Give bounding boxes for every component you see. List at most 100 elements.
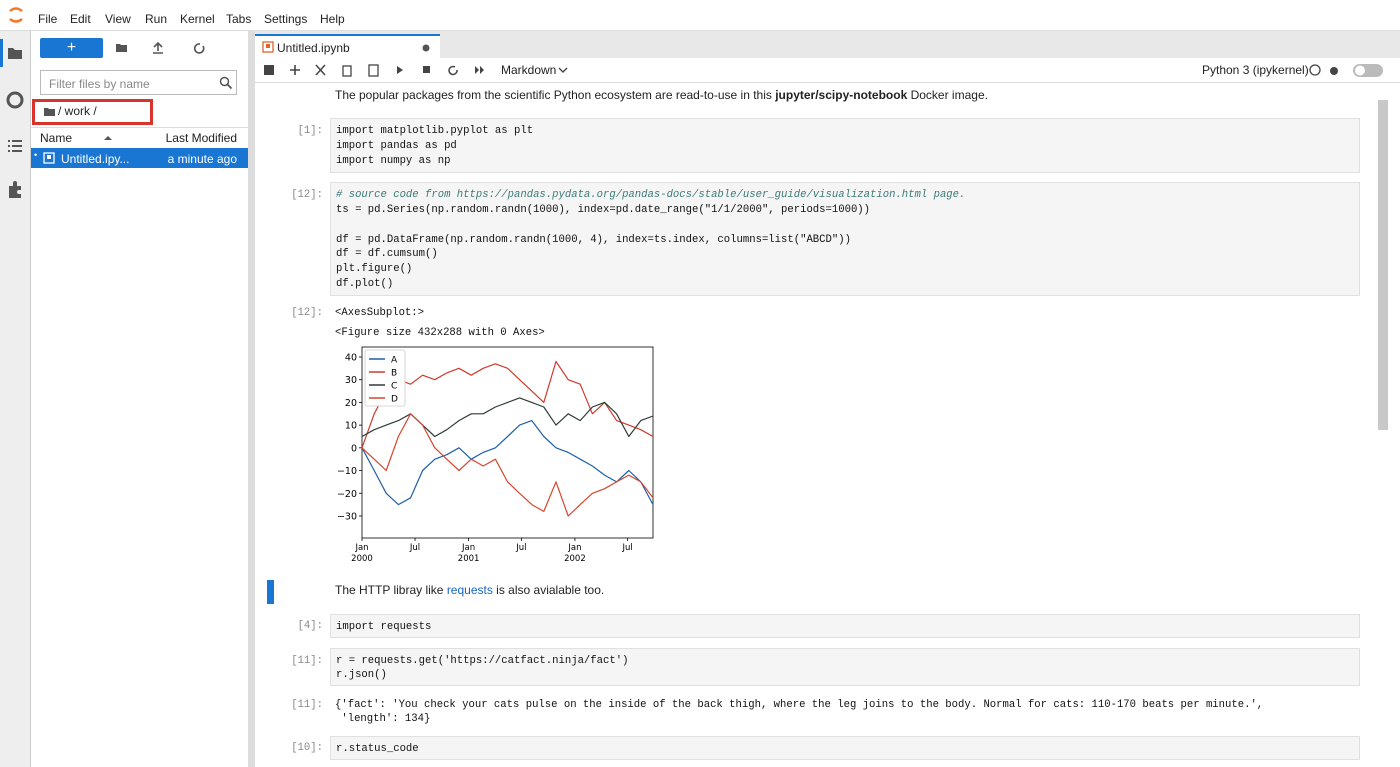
plot-area [361, 346, 654, 539]
code-cell[interactable]: r = requests.get('https://catfact.ninja/… [330, 648, 1360, 686]
code-comment: # source code from https://pandas.pydata… [336, 189, 966, 201]
activity-bar [0, 31, 31, 767]
code-line: r = requests.get('https://catfact.ninja/… [336, 655, 629, 667]
menu-item[interactable]: View [105, 12, 131, 26]
sort-icon [104, 136, 112, 140]
column-header[interactable]: Name [40, 131, 73, 145]
x-tick-sublabel: 2002 [564, 554, 586, 564]
menu-bar: File Edit View Run Kernel Tabs Settings … [0, 0, 1400, 31]
restart-icon[interactable] [448, 65, 458, 76]
output-line: <Figure size 432x288 with 0 Axes> [335, 327, 545, 339]
file-browser: + Filter files by name / work / Name Las… [31, 31, 248, 767]
save-icon[interactable] [264, 65, 274, 75]
text: is also avialable too. [492, 583, 605, 597]
code-line: import matplotlib.pyplot as plt [336, 125, 534, 137]
file-modified: a minute ago [167, 152, 237, 166]
legend-label: C [391, 382, 397, 392]
legend-box [364, 349, 406, 407]
file-name: Untitled.ipy... [61, 152, 130, 166]
menu-item[interactable]: File [38, 12, 58, 26]
legend-label: D [391, 395, 398, 405]
new-launcher-button[interactable]: + [40, 38, 103, 58]
refresh-icon[interactable] [193, 43, 205, 54]
code-cell[interactable]: import requests [330, 614, 1360, 638]
menu-item[interactable]: Help [320, 12, 345, 26]
tab-bar: Untitled.ipynb [255, 31, 1400, 58]
output-prompt: [12]: [291, 307, 323, 319]
code-line: df = df.cumsum() [336, 248, 438, 260]
code-line: import requests [336, 621, 432, 633]
code-cell[interactable]: # source code from https://pandas.pydata… [330, 182, 1360, 296]
prompt: [12]: [291, 189, 323, 201]
menu-item[interactable]: Edit [70, 12, 91, 26]
menu-item[interactable]: Tabs [226, 12, 252, 26]
cell-type-select[interactable]: Markdown [501, 63, 557, 77]
filter-input[interactable]: Filter files by name [40, 70, 237, 95]
highlight-box [32, 99, 153, 125]
code-line: r.json() [336, 669, 387, 681]
column-header[interactable]: Last Modified [165, 131, 237, 145]
code-line: ts = pd.Series(np.random.randn(1000), in… [336, 204, 871, 216]
logo [9, 7, 23, 23]
legend-label: B [391, 369, 397, 379]
breadcrumb[interactable]: / work / [58, 104, 97, 118]
search-icon [219, 76, 233, 90]
prompt: [4]: [297, 620, 323, 632]
scrollbar-thumb[interactable] [1378, 100, 1388, 430]
prompt: [11]: [291, 655, 323, 667]
series-line [361, 413, 654, 517]
notebook-icon [43, 152, 55, 164]
menu-item[interactable]: Kernel [180, 12, 215, 26]
y-tick-label: −10 [337, 466, 357, 477]
y-tick-label: −30 [337, 511, 357, 522]
insert-icon[interactable] [290, 65, 300, 75]
x-tick-label: Jul [622, 543, 633, 553]
paste-icon[interactable] [368, 64, 379, 77]
prompt: [1]: [297, 125, 323, 137]
code-line: import pandas as pd [336, 140, 457, 152]
run-all-icon[interactable] [475, 66, 484, 74]
bold-text: jupyter/scipy-notebook [775, 88, 908, 102]
path-folder-icon [44, 108, 55, 116]
legend-label: A [391, 356, 398, 366]
tab-title: Untitled.ipynb [277, 41, 350, 55]
code-line: df = pd.DataFrame(np.random.randn(1000, … [336, 234, 851, 246]
toolbar-icons [264, 64, 484, 77]
x-tick-label: Jan [461, 543, 475, 553]
code-cell[interactable]: r.status_code [330, 736, 1360, 760]
code-line: plt.figure() [336, 263, 413, 275]
link[interactable]: requests [446, 583, 493, 597]
y-tick-label: 20 [345, 398, 357, 409]
dropdown-caret [558, 67, 568, 73]
copy-icon[interactable] [342, 65, 352, 77]
output-line: <AxesSubplot:> [335, 307, 425, 319]
running-icon[interactable] [6, 91, 24, 109]
folder-icon[interactable] [8, 48, 22, 59]
stop-icon[interactable] [423, 66, 430, 73]
new-folder-icon[interactable] [116, 44, 127, 52]
code-cell[interactable]: import matplotlib.pyplot as plt import p… [330, 118, 1360, 173]
extension-icon[interactable] [9, 181, 21, 198]
x-tick-sublabel: 2001 [458, 554, 480, 564]
dirty-indicator[interactable] [421, 43, 431, 53]
kernel-name[interactable]: Python 3 (ipykernel) [1202, 63, 1309, 77]
tab[interactable]: Untitled.ipynb [255, 34, 440, 58]
kernel-status [1309, 64, 1383, 77]
x-tick-label: Jul [515, 543, 526, 553]
menu-item[interactable]: Settings [264, 12, 308, 26]
cut-icon[interactable] [315, 64, 326, 76]
markdown-cell: The HTTP libray like requests is also av… [335, 583, 604, 597]
run-icon[interactable] [397, 66, 403, 74]
file-row[interactable]: • Untitled.ipy... a minute ago [31, 148, 248, 168]
text: The HTTP libray like [335, 583, 447, 597]
listing-header: Name Last Modified [31, 127, 248, 149]
code-line: df.plot() [336, 278, 394, 290]
menu-item[interactable]: Run [145, 12, 168, 26]
upload-icon[interactable] [153, 41, 163, 54]
toc-icon[interactable] [8, 140, 22, 152]
output-line: {'fact': 'You check your cats pulse on t… [335, 699, 1264, 711]
notebook-toolbar: Markdown Python 3 (ipykernel) [255, 58, 1400, 83]
tab-icon [262, 41, 274, 53]
activity-icons [0, 39, 24, 198]
